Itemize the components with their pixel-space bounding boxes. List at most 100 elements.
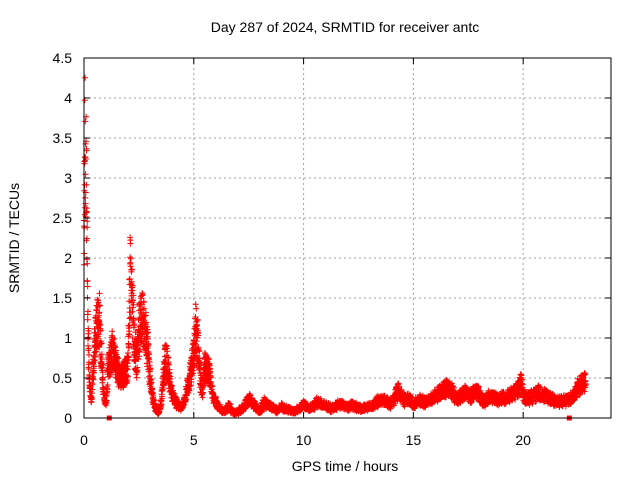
data-point [193, 338, 200, 344]
data-point [195, 330, 202, 337]
data-point [136, 346, 143, 353]
data-point [104, 382, 111, 388]
data-point [159, 387, 166, 394]
data-point [85, 308, 91, 315]
data-point [127, 255, 134, 262]
data-point [129, 335, 136, 341]
data-point [108, 369, 115, 376]
data-point [82, 74, 89, 81]
data-point [144, 329, 151, 336]
data-point [125, 373, 131, 380]
data-point [99, 361, 106, 367]
data-point [186, 383, 193, 390]
data-point [100, 374, 106, 381]
y-tick-label: 0 [64, 410, 72, 426]
data-point [83, 235, 90, 242]
data-point [83, 205, 90, 212]
data-point [109, 328, 116, 335]
data-point [90, 376, 97, 383]
data-point [86, 351, 92, 358]
data-point [158, 401, 165, 408]
data-point [127, 263, 134, 270]
data-point [193, 305, 200, 312]
y-tick-label: 3 [64, 170, 72, 186]
data-point [200, 389, 207, 396]
data-point [84, 224, 91, 231]
data-points [81, 74, 589, 421]
data-point [134, 367, 141, 374]
data-point [98, 340, 105, 347]
data-point [190, 337, 197, 343]
data-point [209, 383, 216, 390]
data-point [188, 378, 195, 385]
data-point [90, 352, 97, 359]
data-point [95, 299, 102, 306]
y-tick-label: 0.5 [53, 370, 73, 386]
data-point [148, 379, 155, 386]
data-point [167, 375, 174, 382]
data-point [126, 331, 133, 338]
data-point [85, 345, 92, 352]
data-point [85, 334, 92, 341]
data-point [196, 348, 203, 355]
x-tick-label: 10 [296, 432, 312, 448]
data-point [187, 382, 194, 389]
y-tick-label: 3.5 [53, 130, 73, 146]
data-point [130, 292, 137, 299]
data-point [136, 353, 143, 360]
x-tick-label: 5 [190, 432, 198, 448]
data-point [96, 302, 103, 309]
data-point [127, 254, 134, 261]
data-point [85, 327, 92, 334]
data-point [195, 344, 202, 351]
chart-title: Day 287 of 2024, SRMTID for receiver ant… [211, 19, 479, 35]
data-point [159, 395, 165, 402]
data-point [124, 377, 131, 384]
y-tick-label: 1 [64, 330, 72, 346]
data-point [194, 321, 200, 328]
data-point [83, 145, 90, 152]
data-point [92, 353, 99, 360]
data-point [139, 291, 146, 298]
data-point [396, 383, 403, 390]
data-point [129, 287, 136, 294]
data-point [96, 290, 103, 297]
data-point [192, 301, 199, 308]
y-tick-label: 2.5 [53, 210, 73, 226]
data-point [103, 397, 110, 404]
data-point [130, 315, 137, 322]
data-point [395, 380, 402, 387]
data-point [126, 305, 133, 311]
y-tick-label: 4 [64, 90, 72, 106]
axis-ticks: 0 0.5 1 1.5 2 2.5 3 3.5 4 4.5 0 5 10 15 20 [53, 50, 611, 448]
data-point [165, 361, 172, 368]
y-axis-label: SRMTID / TECUs [6, 183, 22, 293]
data-point [133, 368, 140, 375]
y-tick-label: 2 [64, 250, 72, 266]
data-point [166, 366, 173, 373]
data-point [143, 319, 150, 326]
data-point [147, 365, 154, 372]
data-point [111, 335, 118, 342]
data-point [130, 301, 137, 308]
y-tick-label: 4.5 [53, 50, 73, 66]
data-point [91, 363, 97, 370]
data-point [96, 320, 103, 327]
data-point [141, 305, 148, 312]
data-point [259, 408, 266, 415]
data-point [133, 374, 140, 381]
data-point [125, 354, 132, 361]
data-point [140, 298, 147, 305]
y-tick-label: 1.5 [53, 290, 73, 306]
data-point [84, 218, 91, 225]
data-point [205, 355, 212, 362]
data-point [84, 316, 91, 323]
data-point [164, 348, 171, 355]
data-point [115, 355, 121, 362]
data-point [208, 374, 214, 380]
data-point [138, 295, 145, 302]
x-tick-label: 0 [80, 432, 88, 448]
data-point [88, 396, 95, 402]
data-point [96, 309, 103, 316]
